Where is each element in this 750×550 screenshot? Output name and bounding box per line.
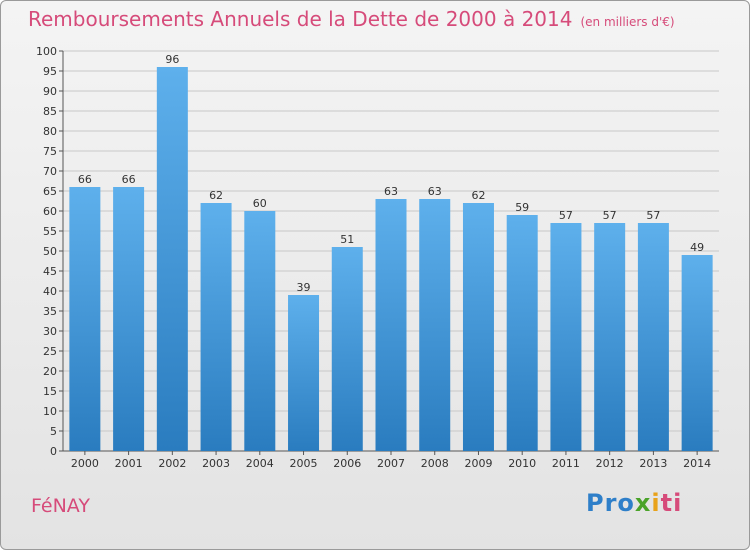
- y-tick-label: 0: [50, 445, 57, 458]
- data-label: 96: [165, 53, 179, 66]
- x-tick-label: 2009: [464, 457, 492, 470]
- x-tick-label: 2010: [508, 457, 536, 470]
- y-tick-label: 70: [43, 165, 57, 178]
- bar: [681, 255, 713, 451]
- bar: [637, 223, 669, 451]
- x-tick-label: 2002: [158, 457, 186, 470]
- unit-label: (en milliers d'€): [580, 15, 675, 29]
- y-tick-label: 90: [43, 85, 57, 98]
- title-text: Remboursements Annuels de la Dette de 20…: [28, 7, 573, 31]
- y-tick-label: 5: [50, 425, 57, 438]
- x-tick-label: 2007: [377, 457, 405, 470]
- data-label: 63: [384, 185, 398, 198]
- data-label: 66: [122, 173, 136, 186]
- y-tick-label: 45: [43, 265, 57, 278]
- x-tick-label: 2012: [596, 457, 624, 470]
- data-label: 60: [253, 197, 267, 210]
- proxiti-logo: Proxiti: [586, 489, 683, 517]
- x-tick-label: 2005: [290, 457, 318, 470]
- bar: [506, 215, 538, 451]
- chart-title: Remboursements Annuels de la Dette de 20…: [28, 7, 675, 31]
- x-tick-label: 2014: [683, 457, 711, 470]
- y-tick-label: 10: [43, 405, 57, 418]
- y-tick-label: 40: [43, 285, 57, 298]
- data-label: 62: [471, 189, 485, 202]
- x-tick-label: 2008: [421, 457, 449, 470]
- x-tick-label: 2003: [202, 457, 230, 470]
- bar: [375, 199, 407, 451]
- bar: [419, 199, 451, 451]
- data-label: 51: [340, 233, 354, 246]
- y-tick-label: 15: [43, 385, 57, 398]
- commune-name: FéNAY: [31, 495, 90, 517]
- y-tick-label: 100: [36, 45, 57, 58]
- x-tick-label: 2000: [71, 457, 99, 470]
- bar: [462, 203, 494, 451]
- y-tick-label: 20: [43, 365, 57, 378]
- x-tick-label: 2004: [246, 457, 274, 470]
- y-tick-label: 95: [43, 65, 57, 78]
- labels: 66 2000 66 2001 96 2002 62 2003 60 2004 39 2005 51 20…: [71, 53, 711, 470]
- bar: [200, 203, 232, 451]
- y-tick-label: 65: [43, 185, 57, 198]
- y-tick-label: 50: [43, 245, 57, 258]
- y-tick-label: 30: [43, 325, 57, 338]
- bar: [156, 67, 188, 451]
- data-label: 59: [515, 201, 529, 214]
- y-tick-label: 75: [43, 145, 57, 158]
- x-tick-label: 2013: [639, 457, 667, 470]
- data-label: 57: [603, 209, 617, 222]
- x-tick-label: 2001: [115, 457, 143, 470]
- bar: [288, 295, 320, 451]
- bar: [594, 223, 626, 451]
- bar: [113, 187, 145, 451]
- y-tick-label: 80: [43, 125, 57, 138]
- data-label: 66: [78, 173, 92, 186]
- y-tick-label: 60: [43, 205, 57, 218]
- data-label: 39: [297, 281, 311, 294]
- bar: [550, 223, 582, 451]
- data-label: 62: [209, 189, 223, 202]
- bars: [69, 67, 713, 451]
- x-tick-label: 2011: [552, 457, 580, 470]
- y-tick-label: 55: [43, 225, 57, 238]
- data-label: 57: [646, 209, 660, 222]
- y-tick-label: 85: [43, 105, 57, 118]
- data-label: 57: [559, 209, 573, 222]
- bar: [244, 211, 276, 451]
- x-tick-label: 2006: [333, 457, 361, 470]
- bar: [69, 187, 101, 451]
- y-tick-label: 35: [43, 305, 57, 318]
- y-tick-label: 25: [43, 345, 57, 358]
- data-label: 63: [428, 185, 442, 198]
- bar: [331, 247, 363, 451]
- data-label: 49: [690, 241, 704, 254]
